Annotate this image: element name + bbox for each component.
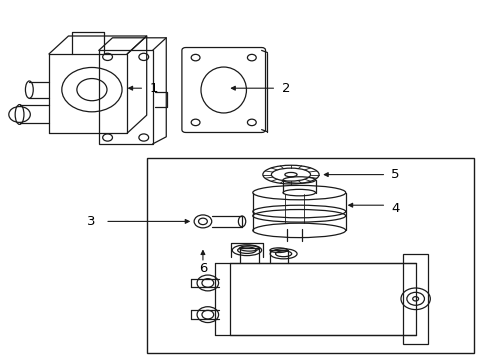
- Bar: [146, 158, 473, 353]
- Bar: [99, 50, 152, 144]
- Bar: [403, 254, 427, 344]
- Text: 6: 6: [198, 262, 207, 275]
- Text: 4: 4: [390, 202, 399, 215]
- Text: 5: 5: [390, 168, 399, 181]
- Text: 3: 3: [87, 215, 95, 228]
- Text: 2: 2: [281, 82, 290, 95]
- Text: 1: 1: [149, 82, 158, 95]
